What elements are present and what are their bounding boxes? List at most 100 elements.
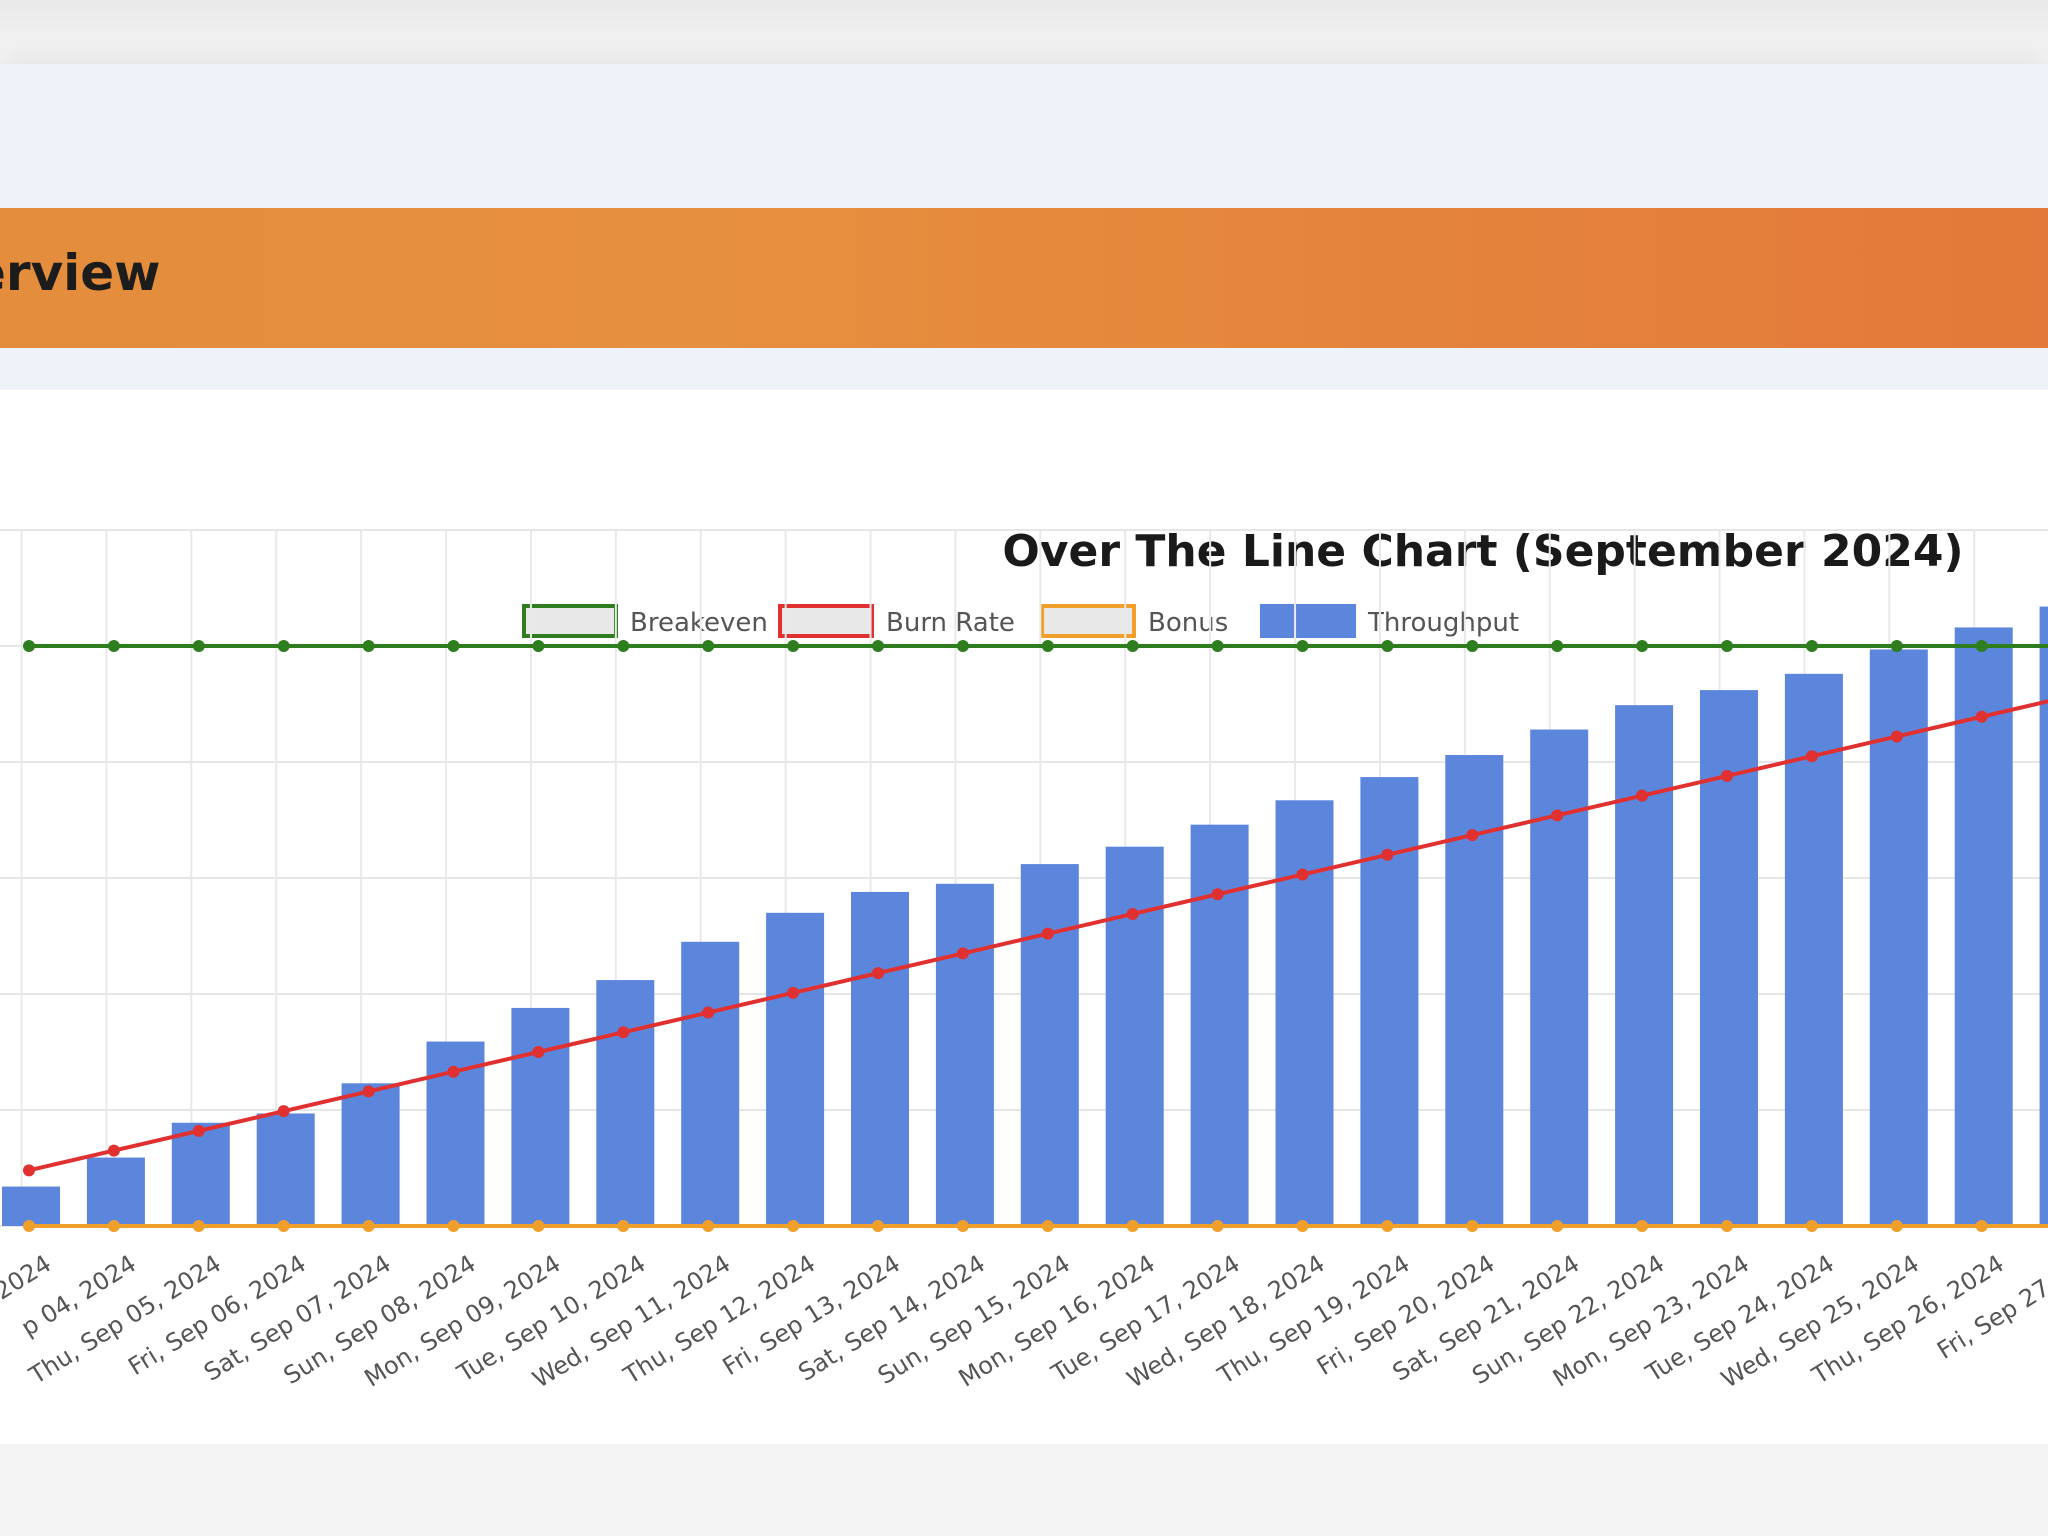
bonus-point [532,1220,545,1232]
throughput-bar [1360,777,1419,1226]
breakeven-point [362,640,375,652]
burn-rate-point [617,1026,630,1039]
bonus-point [1975,1220,1988,1232]
chart-card: Over The Line Chart (September 2024) Bre… [0,390,2048,1444]
burn-rate-point [447,1065,460,1078]
legend-label-bonus: Bonus [1148,608,1228,638]
burn-rate-point [532,1046,545,1058]
bonus-point [1636,1220,1649,1232]
bonus-point [1890,1220,1903,1232]
breakeven-point [1551,640,1564,652]
bonus-point [107,1220,120,1232]
throughput-bar [171,1122,230,1226]
burn-rate-point [1126,907,1139,920]
throughput-bar [1445,755,1504,1226]
bonus-point [1126,1220,1139,1232]
throughput-bar [596,980,655,1226]
burn-rate-point [107,1144,120,1157]
legend-label-breakeven: Breakeven [630,608,768,638]
breakeven-point [277,640,290,652]
throughput-bar [851,891,909,1226]
throughput-bar [1954,627,2013,1226]
burn-rate-point [956,947,969,960]
throughput-bars [2,606,2048,1226]
burn-rate-point [1636,789,1649,802]
bottom-area [0,1444,2048,1536]
breakeven-point [1126,640,1139,652]
bonus-point [787,1220,800,1232]
breakeven-point [787,640,800,652]
bonus-point [617,1220,630,1232]
bonus-point [1805,1220,1818,1232]
throughput-bar [1784,673,1843,1226]
breakeven-point [1381,640,1394,652]
throughput-bar [341,1083,400,1226]
throughput-bar [681,941,740,1226]
bonus-point [1041,1220,1054,1232]
burn-rate-point [277,1105,290,1118]
bonus-point [447,1220,460,1232]
throughput-bar [935,883,994,1226]
burn-rate-point [1805,750,1818,763]
breakeven-point [617,640,630,652]
bonus-point [277,1220,290,1232]
burn-rate-point [1551,809,1564,822]
legend-swatch-bonus [1040,604,1136,638]
breakeven-point [1296,640,1309,652]
chart-legend: Breakeven Burn Rate Bonus Throughput [522,604,1519,638]
throughput-bar [766,912,825,1226]
breakeven-point [23,640,35,652]
breakeven-point [956,640,969,652]
throughput-bar [2,1186,60,1226]
burn-rate-point [1381,848,1394,861]
bonus-point [1381,1220,1394,1232]
overview-banner: erview [0,208,2048,348]
burn-rate-point [1211,888,1224,901]
breakeven-point [1211,640,1224,652]
breakeven-point [1466,640,1479,652]
bonus-point [872,1220,884,1232]
chart-lines [23,640,2048,1232]
burn-rate-point [1890,730,1903,743]
top-band [0,64,2048,208]
bonus-point [1211,1220,1224,1232]
burn-rate-point [872,967,884,980]
breakeven-point [107,640,120,652]
chart-title: Over The Line Chart (September 2024) [1002,526,1963,577]
banner-title: erview [0,244,161,302]
breakeven-point [1721,640,1733,652]
legend-swatch-breakeven [522,604,618,638]
bonus-point [23,1220,35,1232]
burn-rate-point [362,1085,375,1098]
bonus-point [192,1220,205,1232]
throughput-bar [256,1113,315,1226]
burn-rate-point [23,1164,35,1177]
legend-label-burn-rate: Burn Rate [886,608,1015,638]
bonus-point [702,1220,715,1232]
breakeven-point [1041,640,1054,652]
throughput-bar [511,1007,570,1226]
bonus-point [362,1220,375,1232]
bonus-point [1296,1220,1309,1232]
breakeven-point [1805,640,1818,652]
throughput-bar [1020,864,1079,1226]
breakeven-point [532,640,545,652]
legend-swatch-burn-rate [778,604,874,638]
breakeven-point [702,640,715,652]
throughput-bar [1530,729,1589,1226]
burn-rate-point [702,1006,715,1019]
breakeven-point [1890,640,1903,652]
bonus-point [1551,1220,1564,1232]
throughput-bar [86,1157,145,1226]
burn-rate-line [28,699,2048,1173]
throughput-bar [1275,800,1334,1226]
burn-rate-point [1296,868,1309,881]
breakeven-point [192,640,205,652]
burn-rate-point [1975,710,1988,723]
throughput-bar [1615,705,1674,1226]
throughput-bar [1190,824,1249,1226]
breakeven-point [872,640,884,652]
burn-rate-point [1721,769,1733,782]
bonus-point [1721,1220,1733,1232]
